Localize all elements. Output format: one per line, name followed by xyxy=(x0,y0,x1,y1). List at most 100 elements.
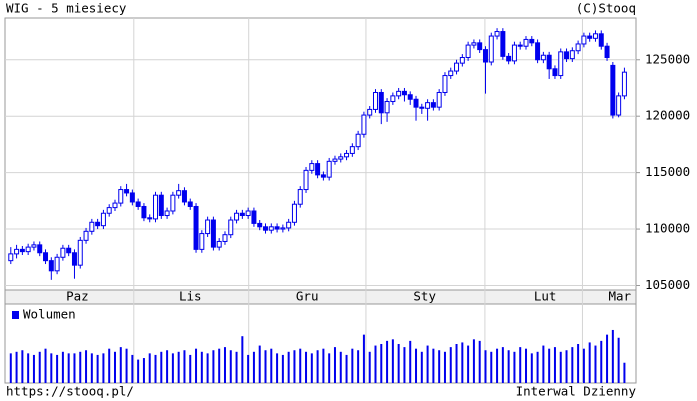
candle-body xyxy=(95,221,101,227)
volume-bar xyxy=(44,348,47,383)
volume-bar xyxy=(113,351,116,383)
candle-body xyxy=(396,90,402,97)
candle-body xyxy=(482,49,488,63)
volume-bar xyxy=(490,351,493,383)
volume-bar xyxy=(212,350,215,383)
x-tick-label: Sty xyxy=(413,289,436,304)
volume-bar xyxy=(519,347,522,383)
volume-bar xyxy=(142,358,145,383)
candle-body xyxy=(454,62,460,72)
x-tick-label: Paz xyxy=(66,289,89,304)
volume-bar xyxy=(299,348,302,383)
volume-bar xyxy=(316,350,319,383)
candle-body xyxy=(176,190,182,196)
candle-body xyxy=(540,54,546,61)
legend-swatch xyxy=(12,311,19,319)
candle-body xyxy=(587,35,593,39)
volume-bar xyxy=(530,353,533,383)
x-tick-label: Lut xyxy=(534,289,557,304)
candle-body xyxy=(598,33,604,47)
volume-bar xyxy=(195,348,198,383)
candle-body xyxy=(419,106,425,109)
volume-bar xyxy=(235,351,238,383)
volume-bar xyxy=(328,353,331,383)
legend-label: Wolumen xyxy=(23,307,76,322)
x-tick-label: Gru xyxy=(296,289,319,304)
candle-body xyxy=(141,205,147,219)
candle-body xyxy=(291,203,297,223)
candle-body xyxy=(199,233,205,250)
candle-body xyxy=(158,194,164,217)
volume-bar xyxy=(455,344,458,383)
candle-body xyxy=(320,174,326,178)
candle-body xyxy=(384,101,390,114)
volume-bar xyxy=(148,353,151,383)
candle-body xyxy=(448,70,454,77)
candle-body xyxy=(372,91,378,110)
volume-bar xyxy=(461,342,464,383)
volume-bar xyxy=(171,353,174,383)
volume-bar xyxy=(32,354,35,383)
candle-body xyxy=(303,169,309,191)
volume-bar xyxy=(386,340,389,383)
volume-bar xyxy=(310,353,313,383)
volume-bar xyxy=(218,348,221,383)
volume-bar xyxy=(600,340,603,383)
candle-body xyxy=(54,256,60,272)
candle-body xyxy=(430,102,436,108)
volume-bar xyxy=(177,351,180,383)
candle-body xyxy=(193,205,199,250)
volume-bar xyxy=(90,353,93,383)
candle-body xyxy=(251,210,257,224)
volume-bar xyxy=(206,353,209,383)
volume-bar xyxy=(594,345,597,383)
volume-bar xyxy=(536,351,539,383)
candle-body xyxy=(112,202,118,209)
candle-body xyxy=(511,44,517,62)
volume-frame xyxy=(4,303,637,384)
candle-body xyxy=(367,108,373,116)
candle-body xyxy=(31,244,37,248)
candle-body xyxy=(210,219,216,248)
volume-bar xyxy=(229,350,232,383)
volume-bar xyxy=(258,345,261,383)
y-tick-label: 105000 xyxy=(645,277,690,292)
volume-bar xyxy=(183,350,186,383)
candle-body xyxy=(442,75,448,93)
candle-body xyxy=(401,90,407,96)
candle-body xyxy=(89,221,95,232)
volume-bar xyxy=(160,351,163,383)
candle-body xyxy=(616,95,622,116)
volume-bar xyxy=(571,347,574,383)
candle-body xyxy=(436,91,442,108)
volume-bar xyxy=(409,340,412,383)
volume-bar xyxy=(200,351,203,383)
volume-bar xyxy=(345,354,348,383)
volume-bar xyxy=(565,350,568,383)
volume-bar xyxy=(368,351,371,383)
candle-body xyxy=(407,94,413,100)
volume-bar xyxy=(270,348,273,383)
candle-body xyxy=(471,42,477,46)
candle-body xyxy=(564,51,570,60)
volume-bar xyxy=(96,354,99,383)
volume-bar xyxy=(525,348,528,383)
volume-bar xyxy=(496,348,499,383)
candle-body xyxy=(344,152,350,158)
volume-bar xyxy=(61,351,64,383)
candle-body xyxy=(60,247,66,258)
volume-bar xyxy=(21,350,24,383)
volume-bar xyxy=(351,348,354,383)
footer-left[interactable]: https://stooq.pl/ xyxy=(6,384,134,399)
candle-body xyxy=(610,64,616,116)
volume-bar xyxy=(426,345,429,383)
candle-body xyxy=(129,192,135,203)
candle-body xyxy=(535,42,541,61)
volume-bar xyxy=(252,351,255,383)
candle-body xyxy=(25,246,31,253)
volume-bar xyxy=(443,351,446,383)
volume-bar xyxy=(588,342,591,383)
volume-bar xyxy=(108,348,111,383)
candle-body xyxy=(228,219,234,236)
